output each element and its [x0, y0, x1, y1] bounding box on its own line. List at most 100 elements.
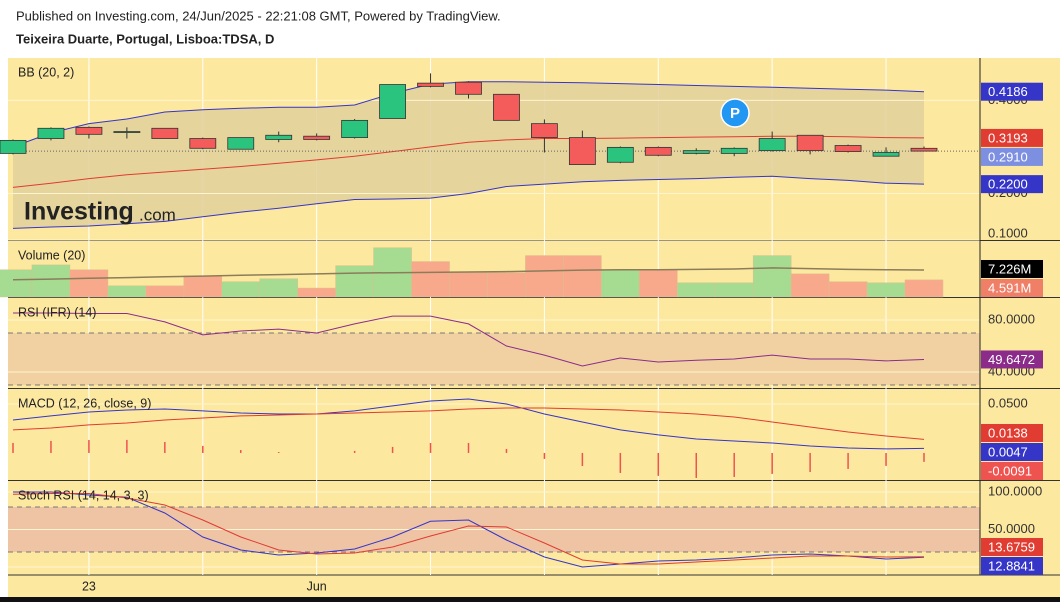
volume-bar: [145, 285, 185, 298]
volume-bar: [221, 281, 260, 298]
volume-bar: [525, 255, 564, 298]
volume-bar: [904, 279, 944, 298]
price-label: 0.2200: [988, 177, 1028, 192]
candle-body: [37, 127, 65, 139]
candle-body: [379, 84, 406, 119]
price-label-bg: [981, 424, 1043, 442]
candle-body: [872, 152, 900, 157]
indicator-line: [13, 312, 925, 367]
volume-bar: [677, 282, 716, 298]
plot-layer: 23 Jun: [0, 58, 1060, 593]
volume-bar: [601, 269, 640, 298]
published-text: Published on Investing.com, 24/Jun/2025 …: [16, 8, 501, 23]
candle-body: [796, 134, 824, 152]
price-label-bg: [981, 260, 1043, 278]
volume-bar: [259, 278, 298, 298]
price-label: 7.226M: [988, 261, 1031, 276]
candle-body: [758, 138, 786, 152]
price-label-bg: [981, 557, 1043, 575]
candle-body: [910, 147, 938, 152]
volume-bar: [866, 282, 906, 298]
y-tick-label: 50.0000: [988, 521, 1035, 536]
candle-body: [75, 126, 103, 135]
price-label: 13.6759: [988, 539, 1035, 554]
volume-ma-line: [12, 267, 925, 281]
logo-suffix: .com: [139, 205, 176, 224]
band-fill: [13, 81, 924, 229]
price-label-bg: [981, 462, 1043, 480]
candle-body: [0, 139, 27, 154]
pane-title: Stoch RSI (14, 14, 3, 3): [18, 488, 149, 502]
candle-body: [644, 146, 672, 156]
x-tick-label: 23: [82, 579, 96, 593]
volume-bar: [714, 282, 754, 298]
candle-body: [341, 119, 369, 138]
price-label: -0.0091: [988, 463, 1032, 478]
price-label: 0.0138: [988, 425, 1028, 440]
price-label-bg: [981, 82, 1043, 101]
volume-bar: [487, 272, 526, 298]
macd-line: [12, 398, 925, 450]
volume-bar: [563, 255, 602, 298]
candle-body: [303, 135, 331, 140]
indicator-line: [13, 491, 925, 568]
y-tick-label: 0.0500: [988, 395, 1028, 410]
candle-body: [189, 138, 217, 149]
price-label: 0.0047: [988, 444, 1028, 459]
x-tick-label: Jun: [307, 579, 327, 593]
candle-body: [531, 123, 558, 138]
volume-bar: [411, 261, 450, 298]
volume-bar: [790, 273, 830, 298]
volume-bar: [31, 264, 71, 298]
candle-body: [682, 150, 710, 154]
volume-bar: [183, 275, 223, 298]
price-label-bg: [981, 128, 1043, 147]
volume-bar: [449, 272, 488, 298]
price-label: 49.6472: [988, 352, 1035, 367]
volume-bar: [752, 255, 792, 298]
price-label: 12.8841: [988, 558, 1035, 573]
y-tick-label: 0.1000: [988, 225, 1028, 240]
price-label-bg: [981, 443, 1043, 461]
volume-bar: [107, 285, 147, 298]
marker-text: P: [730, 105, 740, 122]
price-label-bg: [981, 279, 1043, 297]
volume-bar: [639, 269, 678, 298]
indicator-line: [12, 493, 925, 565]
volume-bar: [828, 281, 868, 298]
volume-bar: [335, 265, 374, 298]
candle-body: [417, 82, 444, 87]
candle-body: [720, 147, 748, 154]
price-label: 0.3193: [988, 130, 1028, 145]
pane-title: RSI (IFR) (14): [18, 305, 96, 319]
volume-bar: [0, 269, 33, 298]
price-label: 0.2910: [988, 149, 1028, 164]
candle-body: [265, 134, 293, 140]
candle-body: [568, 137, 596, 165]
candle-body: [834, 145, 862, 152]
pane-title: Volume (20): [18, 248, 85, 262]
price-label: 4.591M: [988, 280, 1031, 295]
y-tick-label: 80.0000: [988, 311, 1035, 326]
header-bg: [0, 0, 1060, 58]
candle-body: [606, 146, 634, 163]
symbol-text: Teixeira Duarte, Portugal, Lisboa:TDSA, …: [16, 31, 274, 46]
candle-body: [113, 131, 141, 133]
candle-body: [151, 127, 179, 139]
volume-bar: [69, 269, 109, 298]
volume-bar: [297, 287, 336, 298]
logo-name: Investing: [24, 198, 134, 226]
price-label-bg: [981, 147, 1043, 166]
pane-title: MACD (12, 26, close, 9): [18, 396, 151, 410]
candle-body: [227, 137, 255, 150]
price-label-bg: [981, 538, 1043, 556]
candle-body: [493, 93, 520, 121]
y-tick-label: 100.0000: [988, 483, 1042, 498]
marker-circle: [720, 98, 750, 128]
price-label: 0.4186: [988, 84, 1028, 99]
pane-title: BB (20, 2): [18, 65, 74, 79]
price-label-bg: [981, 350, 1043, 369]
price-label-bg: [981, 175, 1043, 194]
